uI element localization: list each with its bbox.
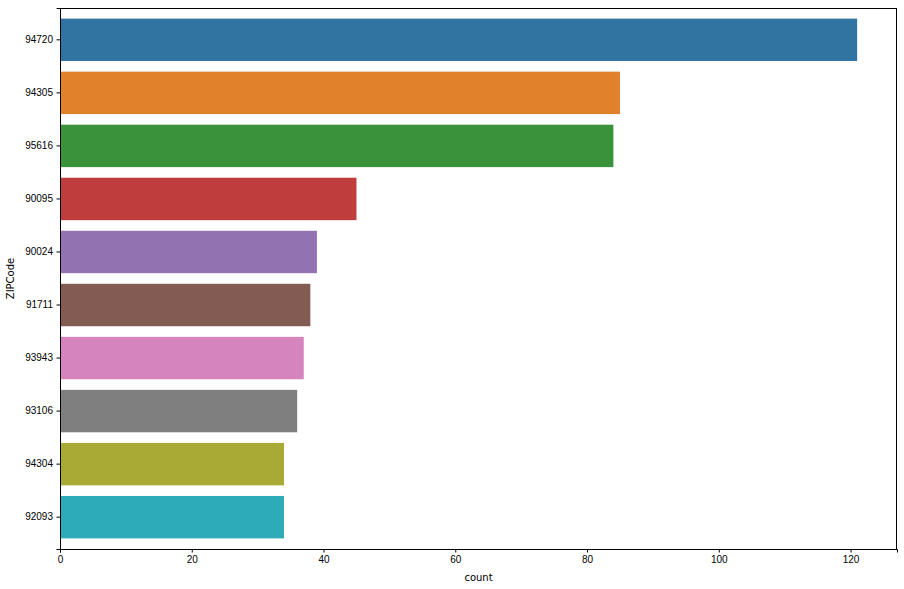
bar	[60, 178, 356, 220]
tick-label: 20	[187, 554, 199, 565]
bar	[60, 443, 284, 485]
tick: 100	[711, 549, 728, 565]
tick-mark	[851, 549, 852, 553]
tick: 92093	[25, 511, 60, 522]
tick: 90095	[25, 193, 60, 204]
tick-label: 93943	[25, 352, 53, 363]
tick-mark	[57, 305, 61, 306]
bar	[60, 496, 284, 538]
tick-label: 94304	[25, 458, 53, 469]
bar	[60, 390, 297, 432]
tick: 60	[450, 549, 462, 565]
tick-label: 60	[450, 554, 462, 565]
axis-line	[57, 9, 61, 550]
tick: 91711	[26, 299, 60, 310]
category-axis: 94720 94305 95616 90095 90024 91711 93943 93106…	[25, 9, 60, 550]
plot: 0 20 40 60 80 100 120 94720 94305 95616 90095 90024…	[25, 8, 897, 565]
bar	[60, 125, 613, 167]
tick-mark	[324, 549, 325, 553]
tick-label: 40	[318, 554, 330, 565]
chart: 0 20 40 60 80 100 120 94720 94305 95616 90095 90024…	[0, 0, 904, 589]
tick: 80	[582, 549, 594, 565]
tick-mark	[455, 549, 456, 553]
tick-mark	[57, 464, 61, 465]
tick: 40	[318, 549, 330, 565]
tick: 120	[843, 549, 860, 565]
tick-label: 120	[843, 554, 860, 565]
tick-mark	[57, 145, 61, 146]
tick-label: 80	[582, 554, 594, 565]
value-axis: 0 20 40 60 80 100 120	[58, 549, 898, 565]
tick-mark	[57, 251, 61, 252]
bar	[60, 72, 620, 114]
tick: 94304	[25, 458, 60, 469]
axis-line	[61, 550, 898, 553]
bar	[60, 284, 310, 326]
tick-mark	[57, 198, 61, 199]
tick-mark	[57, 517, 61, 518]
tick-label: 90024	[25, 246, 53, 257]
tick-label: 90095	[25, 193, 53, 204]
tick-label: 91711	[26, 299, 54, 310]
bar	[60, 337, 304, 379]
y-axis-title: ZIPCode	[5, 258, 16, 299]
bar	[60, 19, 857, 61]
tick-label: 94720	[25, 34, 53, 45]
tick: 94720	[25, 34, 60, 45]
tick-label: 0	[58, 554, 64, 565]
x-axis-title: count	[464, 572, 492, 583]
tick-mark	[57, 358, 61, 359]
tick-mark	[57, 411, 61, 412]
frame	[60, 8, 897, 9]
tick: 95616	[25, 140, 60, 151]
tick: 94305	[25, 87, 60, 98]
tick-label: 94305	[25, 87, 53, 98]
tick-label: 92093	[25, 511, 53, 522]
tick-mark	[57, 39, 61, 40]
bars	[60, 19, 857, 539]
tick: 93943	[25, 352, 60, 363]
bar	[60, 231, 317, 273]
tick-label: 95616	[25, 140, 53, 151]
tick: 20	[187, 549, 199, 565]
tick-mark	[57, 92, 61, 93]
tick: 93106	[25, 405, 60, 416]
tick-mark	[587, 549, 588, 553]
tick-mark	[719, 549, 720, 553]
tick: 90024	[25, 246, 60, 257]
tick-label: 100	[711, 554, 728, 565]
tick-mark	[192, 549, 193, 553]
tick: 0	[58, 549, 64, 565]
frame	[896, 8, 897, 549]
tick-label: 93106	[25, 405, 53, 416]
